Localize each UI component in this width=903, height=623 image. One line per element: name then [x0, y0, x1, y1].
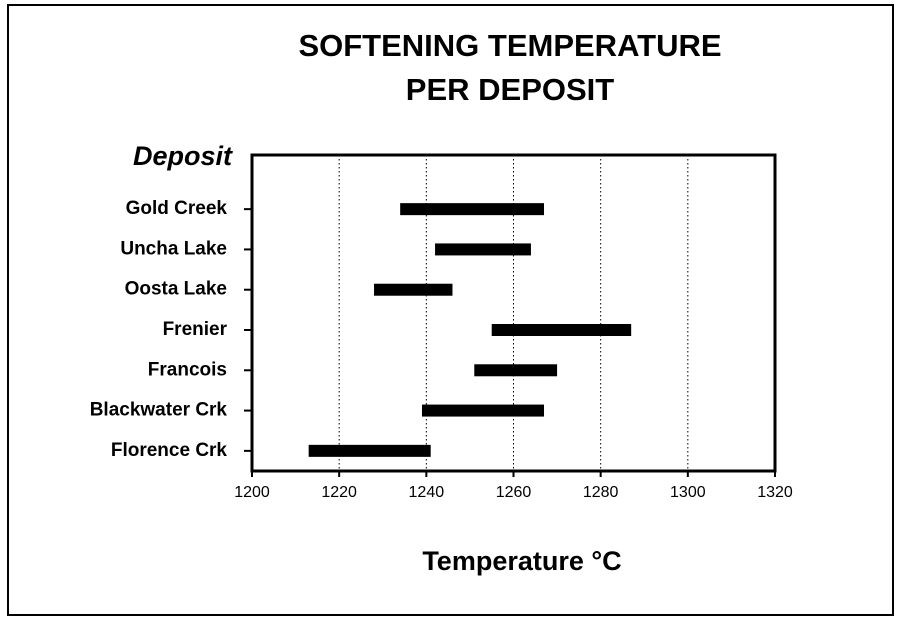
x-tick-label: 1260 — [496, 484, 532, 501]
x-tick-label: 1320 — [757, 484, 793, 501]
bar — [491, 324, 632, 336]
x-tick-label: 1300 — [670, 484, 706, 501]
x-axis-label: Temperature °C — [422, 546, 621, 576]
frame — [7, 4, 894, 616]
y-tick-label: Uncha Lake — [120, 238, 227, 259]
bar — [474, 364, 558, 377]
chart-title: SOFTENING TEMPERATURE — [298, 28, 721, 63]
y-tick-label: Oosta Lake — [125, 279, 227, 300]
x-tick-label: 1240 — [409, 484, 445, 501]
y-tick-label: Blackwater Crk — [90, 400, 228, 421]
y-tick-label: Frenier — [163, 319, 228, 340]
y-tick-label: Gold Creek — [126, 198, 228, 219]
bar — [308, 444, 431, 457]
chart-title: PER DEPOSIT — [406, 72, 614, 107]
y-tick-label: Florence Crk — [111, 440, 228, 461]
bar — [435, 243, 531, 256]
bar — [400, 203, 545, 216]
plot-area — [250, 153, 777, 473]
x-tick-label: 1280 — [583, 484, 619, 501]
y-tick-label: Francois — [148, 359, 227, 380]
bar — [421, 404, 545, 417]
bar — [374, 283, 453, 296]
x-tick-label: 1200 — [234, 484, 270, 501]
y-axis-label: Deposit — [133, 141, 233, 171]
x-tick-label: 1220 — [321, 484, 357, 501]
